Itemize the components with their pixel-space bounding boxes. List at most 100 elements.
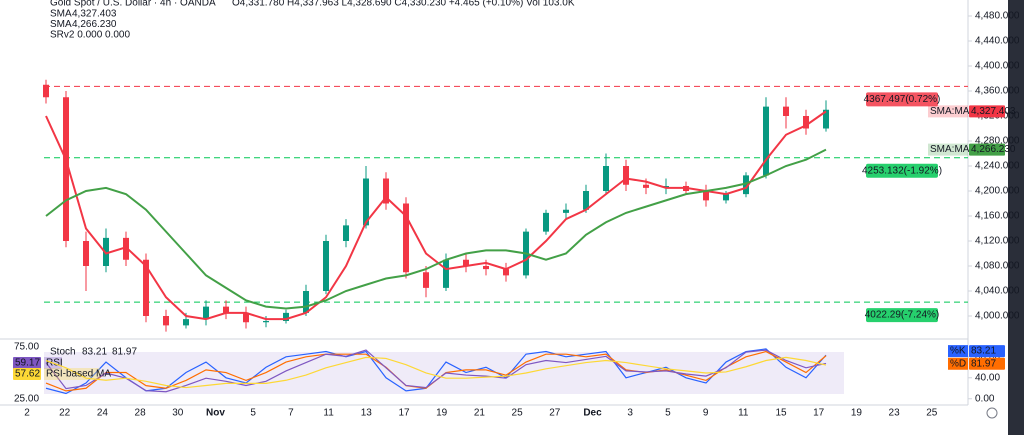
price-tag [13,357,41,369]
x-tick-label: 25 [926,408,938,419]
indicator-legend: SRv2 0.000 0.000 [50,30,130,41]
candle-body [463,259,469,266]
candle-body [403,203,409,273]
price-tag [969,143,1005,156]
y-tick-label: 25.00 [14,394,39,405]
legend-value: 4,327.403 [72,9,117,20]
x-tick-label: 25 [512,408,524,419]
osc-tag-name: %K [950,346,966,357]
candle-body [63,97,69,241]
legend-value: 83.21 [82,347,107,358]
osc-tag [948,357,968,370]
price-tag [969,345,1005,358]
candle-body [223,306,229,313]
candle-body [363,178,369,226]
legend-name: SMA [50,9,72,20]
price-tag [13,368,41,380]
y2-tick-label: 40.00 [975,372,1000,383]
legend-value: 81.97 [112,347,137,358]
legend-name: RSI-based MA [46,369,111,380]
price-tag-label: 4,266.230 [971,144,1016,155]
x-tick-label: 15 [775,408,787,419]
settings-icon[interactable] [986,407,998,419]
y-tick-label: 4,400.000 [975,61,1020,72]
candle-body [443,259,449,288]
candle-body [263,321,269,323]
legend-box [44,368,100,380]
candle-body [143,259,149,316]
y-tick-label: 4,280.000 [975,136,1020,147]
candle-body [503,269,509,276]
y-tick-label: 75.00 [14,342,39,353]
level-label: 4253.132(-1.92%) [862,165,942,176]
candle-body [543,212,549,232]
legend-name: Stoch [50,347,76,358]
x-tick-label: Dec [583,408,602,419]
x-tick-label: 7 [288,408,294,419]
x-tick-label: 11 [323,408,334,419]
ohlc: O4,331.780 H4,337.963 L4,328.690 C4,330.… [232,0,575,9]
price-tag-name: SMA:MA [930,144,970,155]
candle-body [383,178,389,204]
indicator-line [45,349,827,393]
x-tick-label: 17 [398,408,410,419]
x-tick-label: 19 [436,408,448,419]
osc-tag-name: %D [950,358,966,369]
legend-name: SMA [50,19,72,30]
y-tick-label: 4,160.000 [975,211,1020,222]
osc-tag [948,345,968,358]
candle-body [203,306,209,320]
side-strip [1008,0,1024,435]
candle-body [423,272,429,288]
x-tick-label: 9 [703,408,709,419]
y-tick-label: 4,440.000 [975,36,1020,47]
symbol-title: Gold Spot / U.S. Dollar · 4h · OANDA [50,0,216,9]
x-tick-label: 19 [851,408,863,419]
x-tick-label: 27 [549,408,561,419]
level-box [866,308,938,323]
candle-body [603,166,609,191]
indicator-line [45,110,827,321]
candle-body [243,312,249,323]
candle-body [703,191,709,201]
candle-body [83,241,89,266]
y-tick-label: 4,000.000 [975,311,1020,322]
candle-body [743,175,749,195]
y-tick-label: 4,200.000 [975,186,1020,197]
price-tag-label: 59.17 [15,358,40,369]
candle-body [483,266,489,270]
price-tag-name: SMA:MA [930,106,970,117]
candle-body [43,84,49,98]
price-tag [969,357,1005,370]
x-tick-label: 5 [665,408,671,419]
level-label: 4367.497(0.72%) [864,94,941,105]
candle-body [123,237,129,260]
candle-body [803,116,809,129]
candle-body [583,191,589,210]
candle-body [623,166,629,185]
x-tick-label: 11 [738,408,749,419]
candle-body [183,319,189,326]
x-tick-label: 28 [135,408,147,419]
x-tick-label: 5 [250,408,256,419]
indicator-line [45,356,827,389]
level-label: 4022.29(-7.24%) [865,310,940,321]
x-tick-label: 17 [813,408,825,419]
price-tag-label: 81.97 [971,358,996,369]
candle-body [643,184,649,188]
candle-body [723,194,729,201]
y-tick-label: 4,360.000 [975,86,1020,97]
price-tag [928,143,968,156]
price-tag-label: 57.62 [15,369,40,380]
indicator-line [45,148,827,310]
level-box [866,92,938,107]
price-tag-label: 4,327.403 [971,106,1016,117]
candle-body [763,106,769,176]
x-tick-label: Nov [206,408,225,419]
plot: 4,480.000 4,440.000 4,400.000 4,360.000 4,32… [13,9,1020,419]
y-tick-label: 4,120.000 [975,236,1020,247]
candle-body [323,241,329,291]
price-tag-label: 83.21 [971,346,996,357]
price-tag [969,105,1005,118]
